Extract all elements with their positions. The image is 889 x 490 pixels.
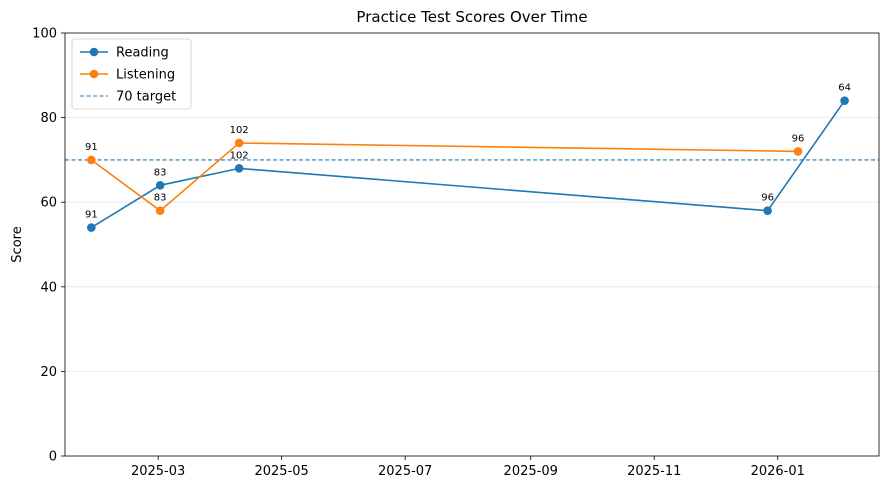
y-tick-label: 20 xyxy=(40,365,57,380)
data-point xyxy=(155,206,165,215)
chart-title: Practice Test Scores Over Time xyxy=(356,8,587,26)
data-point xyxy=(87,155,96,165)
data-point xyxy=(155,180,165,190)
y-tick-label: 100 xyxy=(32,27,57,42)
y-tick-label: 40 xyxy=(40,280,57,295)
y-tick-label: 60 xyxy=(40,196,57,211)
x-tick-label: 2025-09 xyxy=(504,464,558,479)
x-tick-label: 2025-07 xyxy=(378,464,432,479)
legend-label: Reading xyxy=(116,46,169,61)
data-label: 83 xyxy=(154,167,167,178)
series-reading: 91 83 102 96 64 xyxy=(85,83,851,232)
legend-label: Listening xyxy=(116,68,175,83)
data-point xyxy=(234,164,244,173)
y-tick-label: 0 xyxy=(49,450,57,465)
data-label: 91 xyxy=(85,210,98,221)
y-tick-label: 80 xyxy=(40,111,57,126)
series-line xyxy=(90,100,846,229)
series-listening: 91 83 102 96 xyxy=(85,125,804,215)
series-group: 91 83 102 96 64 91 83 102 96 xyxy=(85,83,851,232)
legend: Reading Listening 70 target xyxy=(71,38,192,110)
gridlines xyxy=(65,117,879,372)
data-point xyxy=(87,223,96,232)
x-tick-label: 2025-11 xyxy=(627,464,681,479)
data-label: 102 xyxy=(230,150,249,161)
data-point xyxy=(840,96,849,105)
data-label: 83 xyxy=(154,193,167,204)
data-label: 91 xyxy=(85,142,98,153)
data-label: 64 xyxy=(838,83,851,94)
data-point xyxy=(763,206,772,215)
data-point xyxy=(234,138,244,148)
data-label: 96 xyxy=(761,193,774,204)
legend-swatch-marker xyxy=(89,47,99,57)
legend-box xyxy=(71,38,192,110)
series-line xyxy=(90,142,799,212)
legend-label: 70 target xyxy=(116,90,176,105)
data-label: 96 xyxy=(792,133,805,144)
x-tick-label: 2026-01 xyxy=(751,464,805,479)
x-tick-label: 2025-05 xyxy=(254,464,308,479)
legend-swatch-marker xyxy=(89,69,99,79)
y-axis-title: Score xyxy=(10,226,25,262)
axes: 0 20 40 60 80 100 2025-03 2025-05 2025-07 2025-09… xyxy=(32,27,880,479)
x-tick-label: 2025-03 xyxy=(131,464,185,479)
data-point xyxy=(793,147,803,156)
plot-frame xyxy=(64,32,880,457)
data-label: 102 xyxy=(230,125,249,136)
